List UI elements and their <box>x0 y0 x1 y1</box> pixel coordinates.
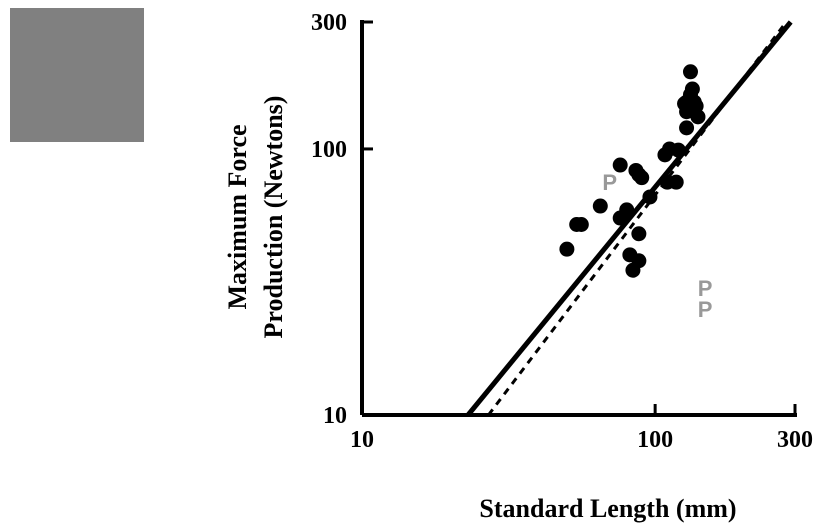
data-points <box>559 64 706 278</box>
x-tick-label: 10 <box>350 427 374 453</box>
data-point <box>612 157 628 173</box>
y-axis-label-line-2: Production (Newtons) <box>259 96 288 339</box>
data-point <box>682 64 698 80</box>
y-tick-label: 300 <box>311 10 347 36</box>
x-tick-label: 300 <box>777 427 813 453</box>
p-markers: PPP <box>602 170 712 322</box>
y-ticks: 10 100 300 <box>311 10 373 429</box>
x-tick-label: 100 <box>637 427 673 453</box>
data-point <box>670 142 686 158</box>
x-axis-label: Standard Length (mm) <box>479 494 736 523</box>
data-point <box>612 210 628 226</box>
legend-swatch <box>10 8 144 142</box>
y-tick-label: 100 <box>311 137 347 163</box>
data-point <box>681 98 697 114</box>
data-point <box>690 109 706 125</box>
p-marker: P <box>602 170 617 195</box>
data-point <box>634 170 650 186</box>
data-point <box>631 226 647 242</box>
p-marker: P <box>698 276 713 301</box>
data-point <box>573 217 589 233</box>
data-point <box>668 174 684 190</box>
p-marker: P <box>698 297 713 322</box>
y-axis-label-line-1: Maximum Force <box>223 124 252 309</box>
data-point <box>592 198 608 214</box>
y-tick-label: 10 <box>323 403 347 429</box>
y-axis-label: Maximum Force Production (Newtons) <box>223 96 288 339</box>
fit-line-dashed <box>487 21 788 416</box>
fit-lines <box>466 20 793 417</box>
data-point <box>642 189 658 205</box>
fit-line-solid <box>466 20 793 417</box>
data-point <box>559 241 575 257</box>
x-ticks: 10 100 300 <box>350 404 813 453</box>
data-point <box>625 262 641 278</box>
data-point <box>679 120 695 136</box>
data-point <box>657 147 673 163</box>
